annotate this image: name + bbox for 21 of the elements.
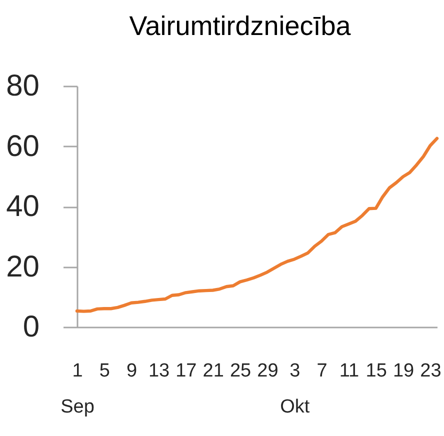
- x-tick-label: 5: [99, 360, 110, 382]
- x-tick-label: 9: [126, 360, 138, 382]
- y-tick-label: 80: [6, 70, 40, 102]
- chart-title: Vairumtirdzniecība: [129, 11, 352, 41]
- line-series: [75, 136, 439, 313]
- x-tick-label: 1 Sep: [60, 360, 94, 418]
- x-tick-label: 13: [148, 360, 170, 382]
- y-tick-label: 0: [22, 310, 40, 344]
- x-tick-label: 21: [202, 360, 224, 382]
- x-tick-label: 23: [420, 360, 442, 382]
- x-tick-label: 29: [257, 360, 278, 382]
- x-tick-label: 7: [316, 360, 328, 382]
- x-tick-label: 17: [176, 360, 197, 382]
- x-tick-label: 25: [230, 360, 252, 382]
- y-tick-label: 20: [6, 250, 40, 284]
- x-tick-label: 15: [366, 360, 387, 382]
- y-tick-label: 60: [6, 130, 40, 163]
- x-tick-label: 3 Okt: [280, 360, 310, 418]
- y-tick-label: 40: [6, 190, 40, 223]
- x-tick-label: 19: [392, 360, 414, 382]
- x-tick-label: 11: [339, 360, 360, 382]
